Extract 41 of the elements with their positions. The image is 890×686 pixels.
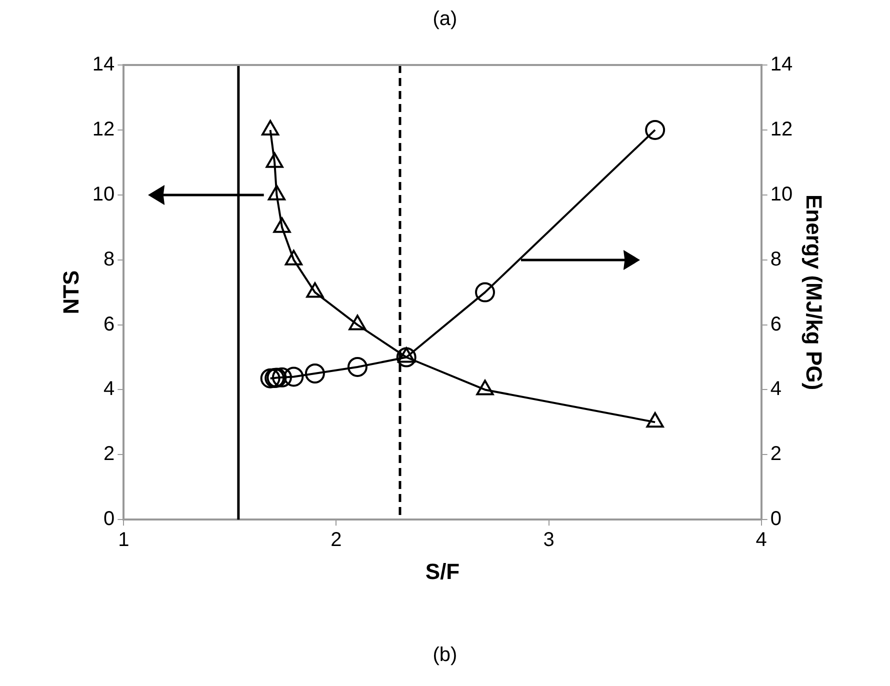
y2-tick-label: 4: [770, 378, 782, 400]
y-tick-label: 0: [104, 508, 115, 530]
point: [284, 250, 302, 266]
y-axis-title: NTS: [58, 270, 84, 314]
point: [304, 363, 325, 384]
y-tick-label: 4: [104, 378, 115, 400]
y-tick-label: 10: [92, 183, 115, 206]
text: (b): [432, 644, 458, 667]
y2-tick-label: 0: [770, 508, 782, 530]
x-tick-label: 1: [118, 529, 130, 552]
point: [284, 366, 304, 387]
point: [266, 152, 284, 168]
y-tick-label: 12: [92, 118, 115, 140]
x-axis-title: S/F: [425, 558, 460, 584]
point: [347, 356, 368, 377]
y2-tick-label: 8: [770, 248, 782, 270]
point: [268, 184, 286, 200]
point: [348, 314, 366, 330]
y2-tick-label: 10: [770, 183, 793, 206]
point: [262, 120, 280, 136]
y2-tick-label: 6: [770, 313, 782, 336]
point: [476, 380, 494, 396]
x-tick-label: 4: [756, 529, 767, 552]
point: [272, 367, 292, 388]
chart-title: (a): [432, 8, 458, 31]
y2-tick-label: 14: [770, 54, 793, 76]
point: [645, 120, 666, 140]
y-tick-label: 8: [104, 248, 115, 270]
y2-axis-title: Energy (MJ/kg PG): [802, 194, 827, 390]
y2-tick-label: 12: [770, 118, 793, 140]
y-tick-label: 6: [104, 313, 115, 336]
y2-tick-label: 2: [770, 443, 782, 466]
x-tick-label: 3: [543, 529, 554, 552]
x-tick-label: 2: [330, 529, 342, 552]
point: [306, 282, 324, 298]
y-tick-label: 14: [92, 54, 115, 76]
point: [260, 368, 280, 388]
y-tick-label: 2: [104, 443, 115, 466]
point: [646, 412, 664, 428]
point: [273, 217, 291, 233]
point: [475, 282, 496, 302]
